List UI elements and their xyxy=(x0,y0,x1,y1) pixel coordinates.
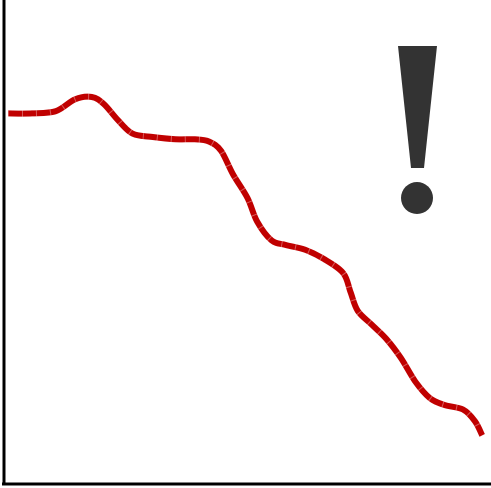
exclamation-dot-icon xyxy=(401,182,433,214)
warning-annotation xyxy=(398,46,437,214)
exclamation-bar-icon xyxy=(398,46,437,168)
